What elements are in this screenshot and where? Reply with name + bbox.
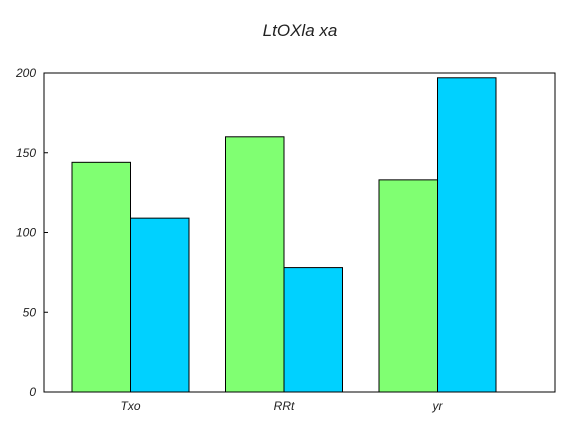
y-tick-label: 150 [16,146,36,160]
y-tick-label: 200 [15,66,36,80]
bar-RRt-series-1 [225,136,285,393]
y-tick-label: 50 [23,305,37,319]
x-axis: Txo RRt yr [120,388,444,413]
y-tick-label: 100 [16,226,36,240]
x-tick-label: Txo [120,399,140,413]
y-tick-label: 0 [29,385,36,399]
bar-Txo-series-2 [130,217,190,393]
bar-RRt-series-2 [283,267,343,393]
bar-Txo-series-1 [71,161,131,393]
chart-title: LtOXla xa [263,21,338,40]
bar-yr-series-1 [378,179,438,393]
bars-group [71,77,497,393]
x-tick-label: RRt [274,399,295,413]
bar-yr-series-2 [437,77,497,393]
x-tick-label: yr [432,399,444,413]
y-axis: 0 50 100 150 200 [15,66,48,399]
